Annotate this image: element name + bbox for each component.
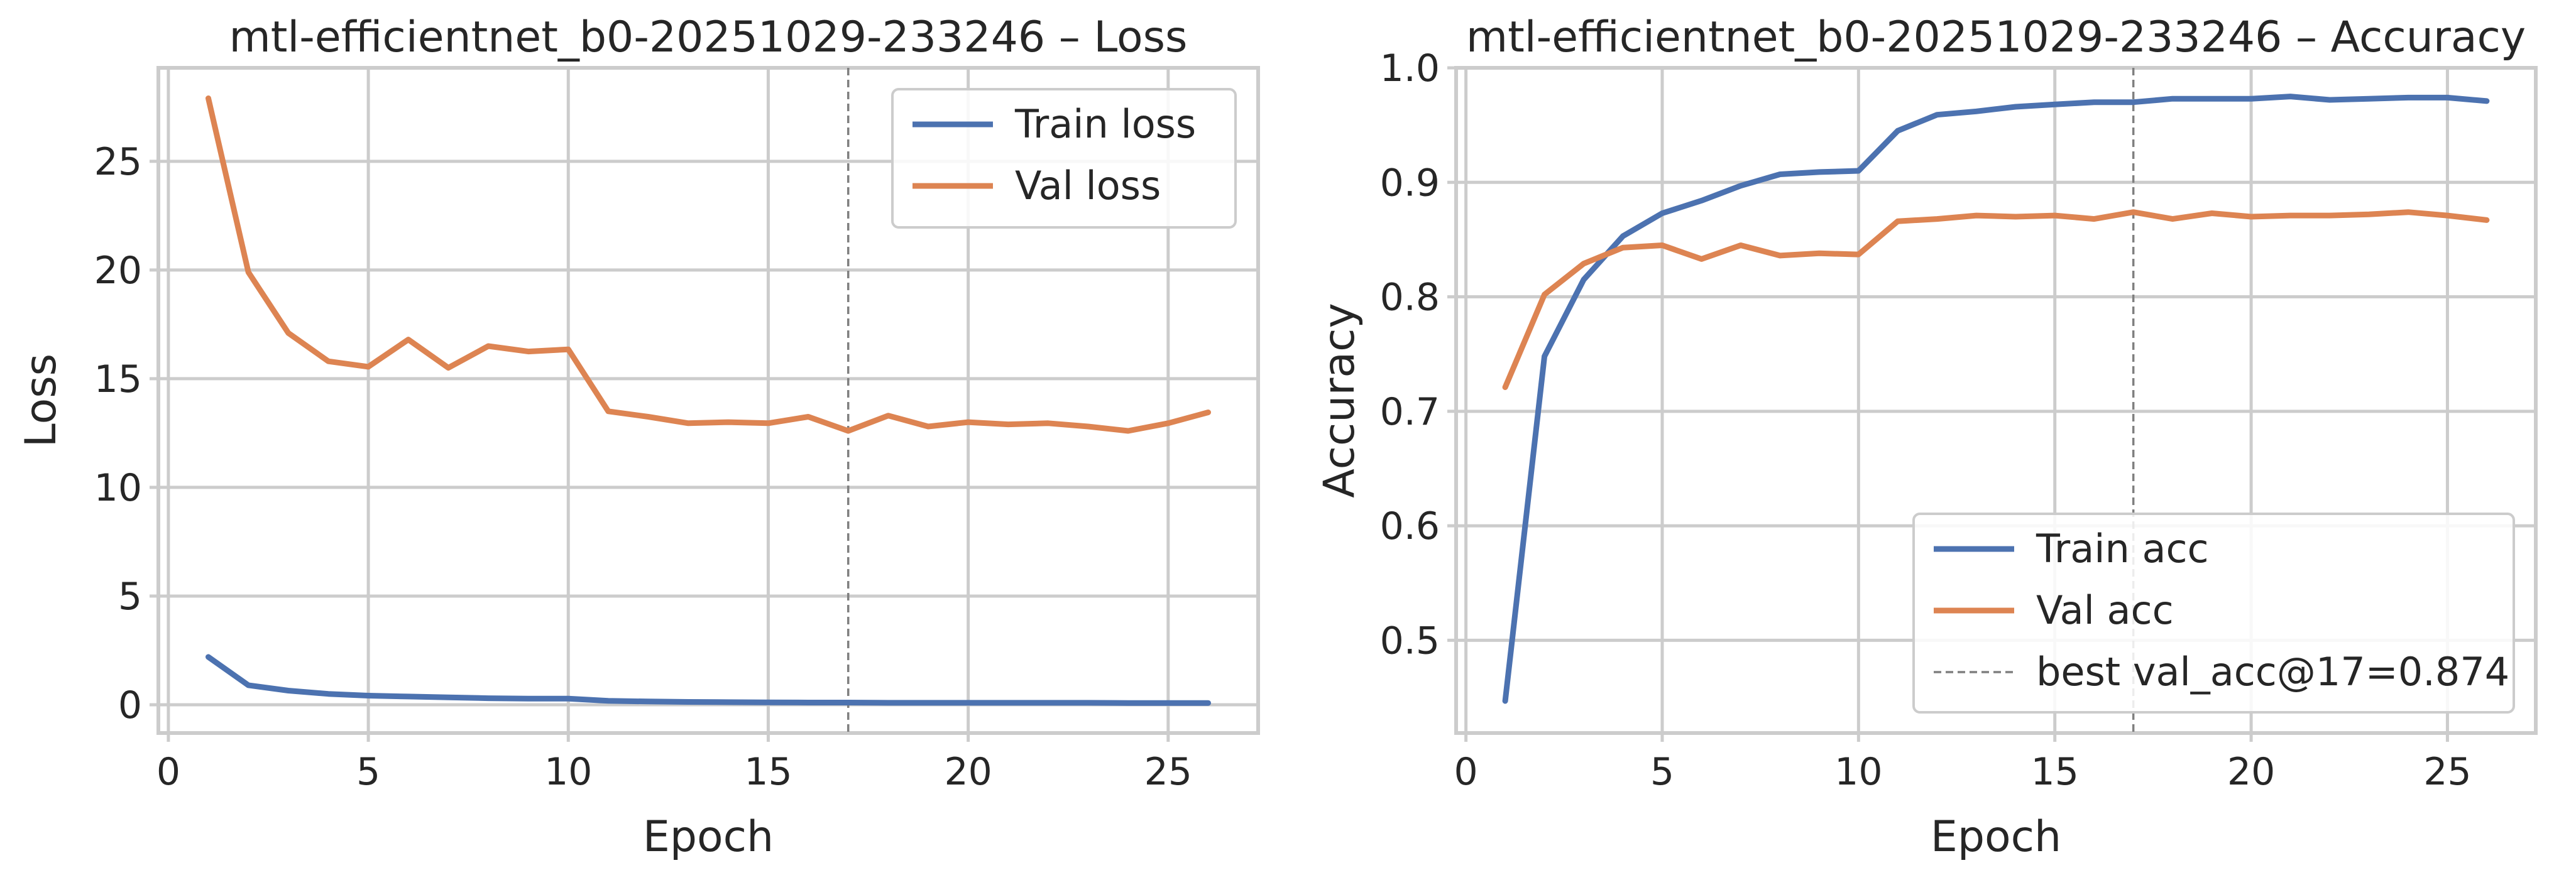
y-axis-label: Accuracy bbox=[1315, 303, 1364, 497]
y-tick-label: 1.0 bbox=[1380, 46, 1440, 90]
legend-label: Train loss bbox=[1014, 101, 1196, 147]
legend-box bbox=[1912, 513, 2515, 714]
legend: Train loss Val loss bbox=[891, 88, 1237, 229]
y-axis-label: Loss bbox=[16, 354, 66, 447]
chart-title: mtl-efficientnet_b0-20251029-233246 – Lo… bbox=[229, 13, 1188, 62]
y-tick-label: 20 bbox=[94, 249, 142, 293]
y-tick-label: 15 bbox=[94, 357, 142, 401]
y-tick-label: 0.6 bbox=[1380, 504, 1440, 548]
x-axis-label: Epoch bbox=[1931, 812, 2061, 862]
legend-label: best val_acc@17=0.874 bbox=[2036, 649, 2509, 695]
x-tick-label: 5 bbox=[356, 750, 380, 794]
x-tick-label: 15 bbox=[744, 750, 792, 794]
x-tick-label: 25 bbox=[2423, 750, 2471, 794]
y-tick-label: 0.9 bbox=[1380, 161, 1440, 205]
series-line-train-acc bbox=[1502, 94, 2490, 704]
accuracy-chart-panel: 0 5 10 15 20 25 0.5 0.6 0.7 0.8 0.9 1.0 mtl-efficien… bbox=[1315, 13, 2538, 862]
plot-frame bbox=[1454, 66, 2538, 735]
y-tick-label: 0 bbox=[118, 683, 142, 727]
x-tick-label: 10 bbox=[1834, 750, 1882, 794]
x-tick-label: 20 bbox=[944, 750, 992, 794]
loss-chart-panel: 0 5 10 15 20 25 0 5 10 15 20 25 mtl-efficientnet_b0-… bbox=[16, 13, 1260, 862]
x-axis-label: Epoch bbox=[643, 812, 774, 862]
y-tick-label: 0.5 bbox=[1380, 619, 1440, 663]
x-tick-label: 25 bbox=[1144, 750, 1192, 794]
y-tick-label: 25 bbox=[94, 140, 142, 184]
y-tick-label: 10 bbox=[94, 466, 142, 510]
y-tick-label: 0.8 bbox=[1380, 276, 1440, 320]
x-tick-label: 0 bbox=[1454, 750, 1478, 794]
x-tick-label: 0 bbox=[156, 750, 180, 794]
series-line-val-acc bbox=[1502, 209, 2490, 390]
x-tick-label: 15 bbox=[2031, 750, 2079, 794]
y-tick-label: 5 bbox=[118, 575, 142, 619]
series-line-train-loss bbox=[206, 654, 1211, 706]
y-tick-label: 0.7 bbox=[1380, 390, 1440, 434]
x-tick-label: 20 bbox=[2227, 750, 2275, 794]
legend: Train acc Val acc best val_acc@17=0.874 bbox=[1912, 513, 2515, 714]
x-tick-label: 10 bbox=[544, 750, 592, 794]
legend-label: Val acc bbox=[2036, 587, 2174, 633]
legend-label: Train acc bbox=[2036, 526, 2209, 572]
chart-title: mtl-efficientnet_b0-20251029-233246 – Ac… bbox=[1466, 13, 2526, 62]
series-line-val-loss bbox=[206, 95, 1211, 434]
x-tick-label: 5 bbox=[1650, 750, 1674, 794]
plot-frame bbox=[156, 66, 1260, 735]
legend-label: Val loss bbox=[1015, 163, 1161, 209]
